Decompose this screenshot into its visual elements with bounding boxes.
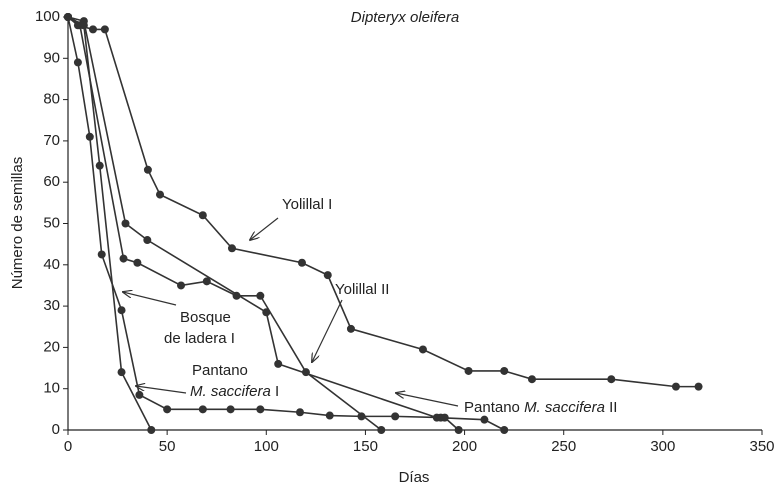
data-point	[227, 244, 236, 253]
data-point	[274, 359, 283, 368]
data-point	[500, 426, 509, 434]
x-tick-label: 250	[551, 438, 576, 455]
data-point	[377, 426, 386, 434]
data-point	[500, 366, 509, 375]
x-tick-label: 350	[749, 438, 774, 455]
data-point	[297, 258, 306, 267]
data-point	[226, 405, 235, 414]
data-point	[391, 412, 400, 421]
chart-title: Dipteryx oleifera	[351, 9, 459, 26]
annotation-span: I	[271, 383, 279, 400]
data-point	[325, 411, 334, 420]
x-tick-label: 50	[159, 438, 176, 455]
data-point	[88, 25, 97, 34]
data-point	[143, 236, 152, 245]
data-point	[135, 390, 144, 399]
data-point	[79, 21, 88, 30]
y-tick-label: 0	[52, 421, 60, 438]
y-tick-label: 70	[43, 132, 60, 149]
data-point	[177, 281, 186, 290]
x-tick-label: 150	[353, 438, 378, 455]
data-point	[607, 375, 616, 384]
y-tick-label: 20	[43, 338, 60, 355]
annotation: Pantano M. saccifera II	[464, 399, 617, 416]
data-point	[73, 58, 82, 67]
data-point	[143, 165, 152, 174]
data-point	[64, 13, 72, 21]
data-point	[464, 366, 473, 375]
data-point	[301, 368, 310, 377]
x-axis-label: Días	[399, 469, 430, 486]
annotation-span: M. saccifera	[190, 383, 271, 400]
data-point	[256, 291, 265, 300]
data-point	[147, 426, 156, 434]
data-point	[202, 277, 211, 286]
y-tick-label: 80	[43, 91, 60, 108]
x-tick-label: 100	[254, 438, 279, 455]
data-point	[198, 211, 207, 220]
data-point	[527, 375, 536, 384]
data-point	[97, 250, 106, 259]
annotation-span: Pantano	[464, 399, 524, 416]
data-point	[100, 25, 109, 34]
series-line	[67, 16, 382, 431]
annotation-arrow	[136, 386, 187, 394]
y-tick-label: 60	[43, 173, 60, 190]
data-point	[163, 405, 172, 414]
data-point	[133, 258, 142, 267]
annotation-arrow	[250, 217, 279, 240]
annotation: de ladera I	[164, 330, 235, 347]
annotation-span: Pantano	[192, 362, 248, 379]
data-point	[440, 413, 449, 422]
data-point	[346, 324, 355, 333]
data-point	[121, 219, 130, 228]
data-point	[95, 161, 104, 170]
data-point	[671, 382, 680, 391]
data-point	[198, 405, 207, 414]
data-point	[480, 415, 489, 424]
annotation: Yolillal II	[335, 281, 389, 298]
annotation-arrow	[123, 292, 177, 306]
y-tick-label: 40	[43, 256, 60, 273]
annotation: Pantano	[192, 362, 248, 379]
series-line	[67, 16, 699, 388]
data-point	[357, 412, 366, 421]
y-tick-label: 90	[43, 49, 60, 66]
x-tick-label: 0	[64, 438, 72, 455]
annotation-arrow	[396, 393, 459, 407]
annotation-span: Yolillal II	[335, 281, 389, 298]
annotation: Bosque	[180, 309, 231, 326]
annotation-span: Yolillal I	[282, 196, 332, 213]
annotation: M. saccifera I	[190, 383, 279, 400]
annotation-span: II	[605, 399, 618, 416]
annotation-arrow	[312, 299, 343, 362]
y-axis-label: Número de semillas	[9, 157, 26, 290]
data-point	[85, 132, 94, 141]
data-point	[117, 368, 126, 377]
data-point	[117, 306, 126, 315]
data-point	[232, 291, 241, 300]
annotation: Yolillal I	[282, 196, 332, 213]
y-tick-label: 30	[43, 297, 60, 314]
annotation-span: M. saccifera	[524, 399, 605, 416]
data-point	[295, 408, 304, 417]
y-tick-label: 100	[35, 8, 60, 25]
data-point	[323, 271, 332, 280]
data-point	[694, 382, 703, 391]
x-tick-label: 300	[650, 438, 675, 455]
data-point	[119, 254, 128, 263]
data-point	[454, 426, 463, 434]
annotation-span: Bosque	[180, 309, 231, 326]
data-point	[256, 405, 265, 414]
y-tick-label: 50	[43, 214, 60, 231]
data-point	[418, 345, 427, 354]
data-point	[156, 190, 165, 199]
x-tick-label: 200	[452, 438, 477, 455]
annotation-span: de ladera I	[164, 330, 235, 347]
y-tick-label: 10	[43, 380, 60, 397]
